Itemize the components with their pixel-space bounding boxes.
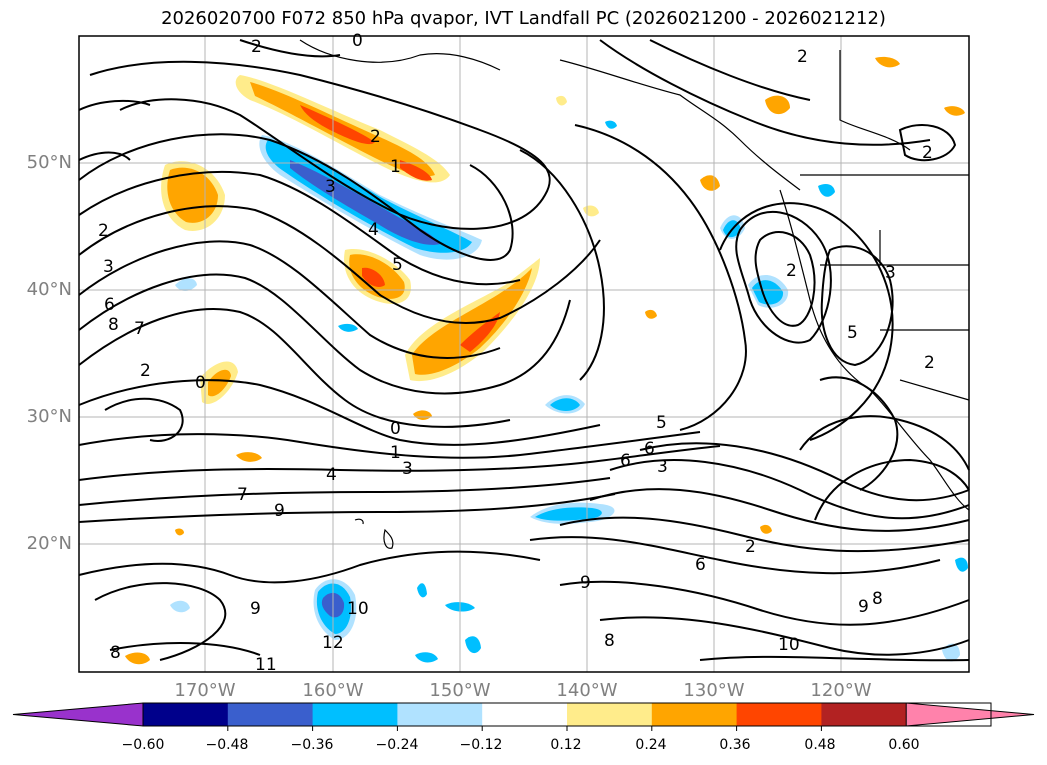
contour-label: 0 <box>352 31 363 51</box>
contour-label: 2 <box>922 143 933 163</box>
contour-label: 3 <box>657 457 668 477</box>
colorbar-tick-label: −0.24 <box>375 737 419 753</box>
contour-label: 11 <box>255 655 277 675</box>
map-plot-area <box>78 35 970 673</box>
contour-label: 2 <box>98 221 109 241</box>
colorbar-extend-min <box>12 702 144 727</box>
colorbar-segment <box>482 703 568 726</box>
contour-label: 8 <box>872 589 883 609</box>
lon-label-170w: 170°W <box>174 680 236 701</box>
contour-label: 9 <box>274 501 285 521</box>
colorbar-tick-label: 0.24 <box>635 737 667 753</box>
lat-label-30n: 30°N <box>26 406 72 427</box>
lon-label-140w: 140°W <box>556 680 618 701</box>
colorbar-tick-label: −0.60 <box>121 737 165 753</box>
contour-label: 3 <box>325 177 336 197</box>
contour-label: 5 <box>847 323 858 343</box>
colorbar-segment <box>651 703 738 726</box>
colorbar-tick-label: 0.60 <box>888 737 920 753</box>
contour-label: 3 <box>402 459 413 479</box>
contour-label: 6 <box>695 555 706 575</box>
colorbar <box>12 702 1035 731</box>
contour-label: 2 <box>370 127 381 147</box>
lat-label-40n: 40°N <box>26 279 72 300</box>
colorbar-segment <box>821 703 907 726</box>
map-title: 2026020700 F072 850 hPa qvapor, IVT Land… <box>161 8 886 29</box>
colorbar-tick-label: 0.36 <box>719 737 751 753</box>
contour-label: 5 <box>656 413 667 433</box>
colorbar-tick-label: 0.12 <box>550 737 582 753</box>
colorbar-tick-label: −0.36 <box>290 737 334 753</box>
contour-label-group: 2 0 2 1 3 4 5 2 3 6 8 7 2 0 0 1 3 4 7 9 … <box>98 31 935 675</box>
colorbar-tick-label: 0.48 <box>804 737 836 753</box>
contour-label: 2 <box>140 361 151 381</box>
contour-label: 2 <box>745 537 756 557</box>
lat-label-20n: 20°N <box>26 533 72 554</box>
contour-label: 8 <box>108 315 119 335</box>
contour-label: 6 <box>620 451 631 471</box>
contour-label: 5 <box>392 255 403 275</box>
contour-label: 2 <box>251 37 262 57</box>
contour-label: 9 <box>580 573 591 593</box>
contour-label: 6 <box>104 295 115 315</box>
colorbar-tick-label: −0.12 <box>459 737 503 753</box>
contour-label: 3 <box>885 263 896 283</box>
contour-label: 6 <box>644 439 655 459</box>
colorbar-segment <box>736 703 822 726</box>
map-frame <box>78 35 970 673</box>
lat-label-50n: 50°N <box>26 152 72 173</box>
colorbar-segment <box>227 703 314 726</box>
colorbar-extend-max <box>905 702 1035 727</box>
contour-label: 1 <box>390 443 401 463</box>
contour-label: 9 <box>250 599 261 619</box>
coastlines <box>299 39 970 549</box>
lon-label-130w: 130°W <box>683 680 745 701</box>
contour-label: 10 <box>347 599 369 619</box>
lon-label-120w: 120°W <box>810 680 872 701</box>
lon-label-160w: 160°W <box>302 680 364 701</box>
contour-label: 10 <box>778 635 800 655</box>
contour-label: 0 <box>390 419 401 439</box>
contour-label: 8 <box>604 631 615 651</box>
contour-label: 7 <box>134 319 145 339</box>
contour-label: 2 <box>924 353 935 373</box>
contour-label: 2 <box>786 261 797 281</box>
colorbar-segment <box>312 703 398 726</box>
lat-lon-grid <box>79 36 969 672</box>
contour-label: 0 <box>195 373 206 393</box>
contour-label: 4 <box>326 465 337 485</box>
contour-label: 9 <box>858 597 869 617</box>
contour-label: 4 <box>368 220 379 240</box>
contour-label: 8 <box>110 643 121 663</box>
contour-label: 3 <box>103 257 114 277</box>
lon-label-150w: 150°W <box>429 680 491 701</box>
contour-label: 1 <box>390 157 401 177</box>
colorbar-segment <box>567 703 653 726</box>
contour-label: 2 <box>797 47 808 67</box>
colorbar-segment <box>397 703 483 726</box>
colorbar-tick-label: −0.48 <box>205 737 249 753</box>
ivt-contours <box>78 39 970 662</box>
contour-label: 12 <box>322 633 344 653</box>
contour-label: 7 <box>237 485 248 505</box>
colorbar-segment <box>143 703 229 726</box>
